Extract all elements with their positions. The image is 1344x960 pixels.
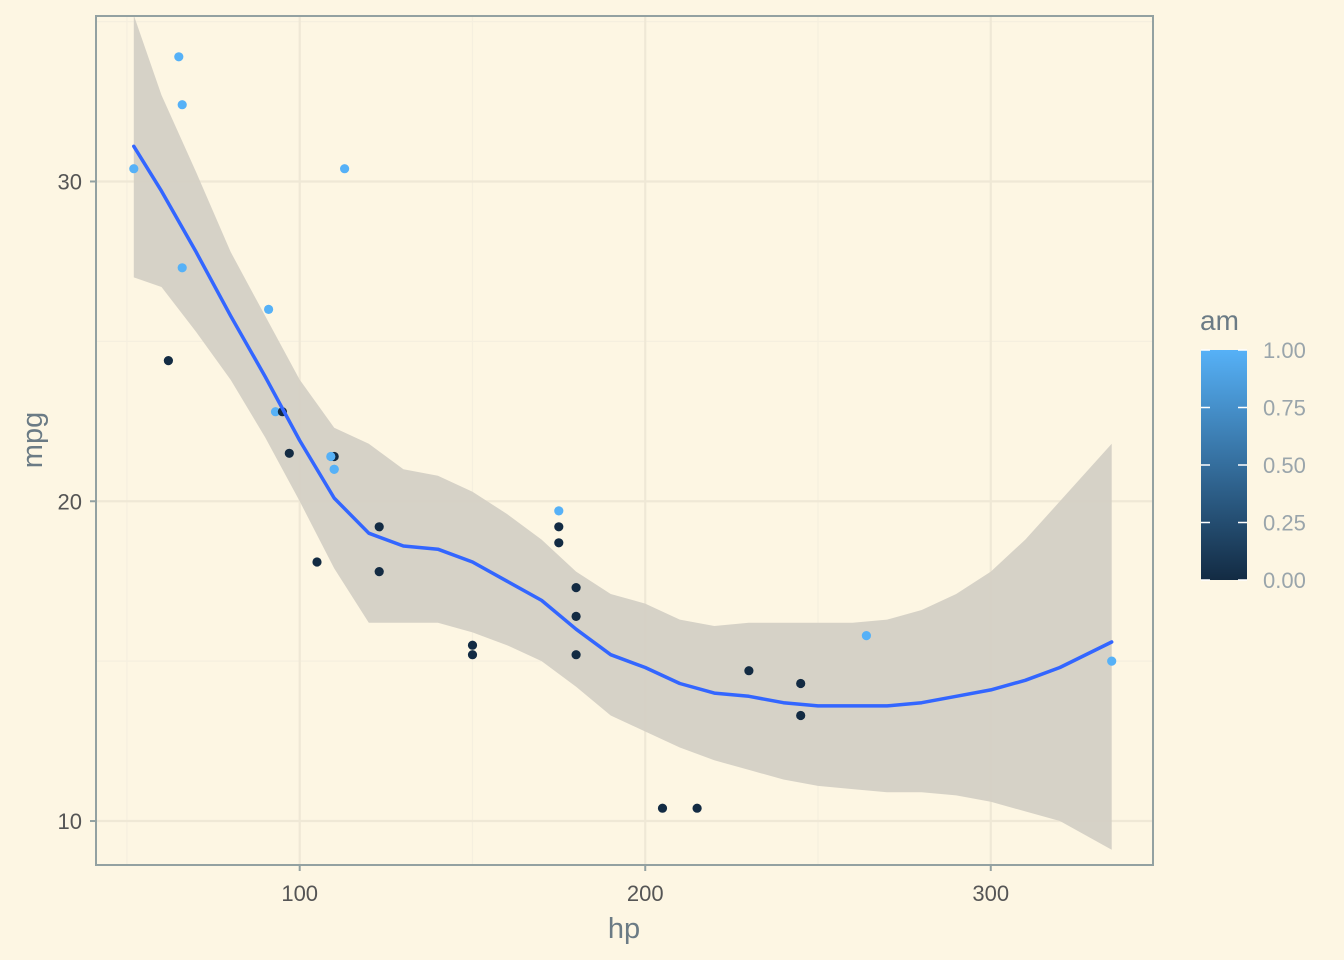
y-tick-label: 10 [58, 809, 82, 834]
data-point [1107, 656, 1117, 666]
data-point [129, 164, 139, 174]
data-point [329, 464, 339, 474]
data-point [657, 803, 668, 813]
y-tick-label: 30 [58, 169, 82, 194]
smooth-line [132, 144, 1114, 708]
x-axis-title: hp [608, 913, 640, 945]
legend-title: am [1200, 305, 1239, 336]
legend-tick-label: 0.75 [1263, 396, 1306, 421]
confidence-band-layer [133, 15, 1112, 850]
legend-tick-label: 0.25 [1263, 511, 1306, 536]
y-tick-label: 20 [58, 489, 82, 514]
data-point [571, 611, 581, 622]
data-point [554, 522, 564, 532]
scatter-points [129, 52, 1117, 813]
data-point [163, 356, 173, 366]
data-point [692, 803, 702, 813]
data-point [174, 52, 184, 62]
x-tick-label: 300 [972, 881, 1009, 906]
data-point [744, 666, 754, 676]
data-point [861, 631, 872, 641]
data-point [270, 407, 281, 417]
data-point [571, 650, 581, 660]
data-point [177, 100, 187, 110]
data-point [467, 640, 478, 650]
smooth-line-layer [132, 144, 1114, 708]
legend-tick-label: 1.00 [1263, 338, 1306, 363]
data-point [374, 522, 384, 532]
data-point [467, 650, 478, 660]
x-tick-label: 100 [281, 881, 318, 906]
legend-tick-label: 0.50 [1263, 453, 1306, 478]
data-point [340, 164, 350, 174]
y-axis-title: mpg [17, 412, 49, 468]
legend-ticks: 1.00 0.75 0.50 0.25 0.00 [1201, 338, 1306, 593]
panel-border [95, 15, 1154, 866]
data-point [284, 448, 294, 458]
data-point [374, 567, 384, 577]
data-point [796, 710, 806, 721]
confidence-band [133, 15, 1112, 850]
data-point [326, 451, 336, 462]
y-axis-ticks: 10 20 30 [58, 169, 96, 834]
data-point [554, 506, 564, 516]
legend-tick-label: 0.00 [1263, 568, 1306, 593]
grid-lines [96, 16, 1153, 865]
x-tick-label: 200 [627, 881, 664, 906]
data-point [312, 557, 322, 567]
x-axis-ticks: 100 200 300 [281, 865, 1009, 906]
data-point [796, 678, 806, 689]
color-legend: am 1.00 0.75 0.50 0.25 0.00 [1200, 305, 1306, 593]
data-point [571, 583, 581, 593]
data-point [177, 263, 187, 273]
data-point [264, 304, 274, 314]
data-point [554, 538, 564, 548]
